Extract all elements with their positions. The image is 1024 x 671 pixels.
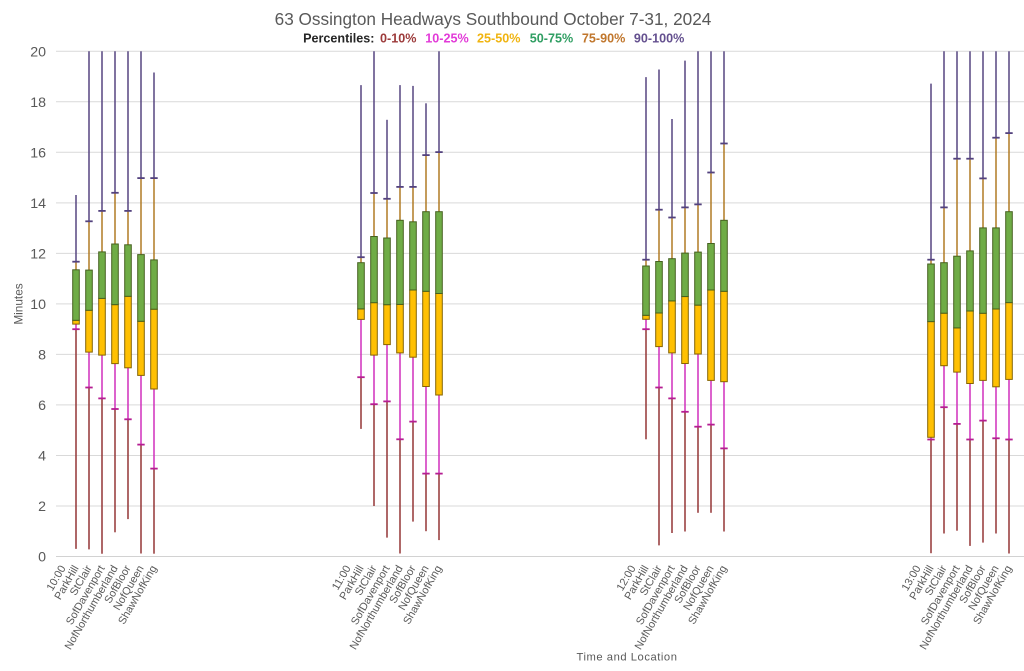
svg-text:Percentiles:: Percentiles:: [303, 32, 374, 46]
svg-text:14: 14: [30, 196, 46, 212]
svg-text:90-100%: 90-100%: [634, 32, 684, 46]
svg-text:10-25%: 10-25%: [425, 32, 468, 46]
svg-text:Minutes: Minutes: [12, 283, 26, 324]
svg-text:0: 0: [38, 550, 46, 566]
svg-text:4: 4: [38, 449, 46, 465]
svg-text:6: 6: [38, 398, 46, 414]
svg-text:Time and Location: Time and Location: [577, 652, 678, 664]
svg-text:25-50%: 25-50%: [477, 32, 520, 46]
svg-text:12: 12: [30, 246, 46, 262]
svg-text:0-10%: 0-10%: [380, 32, 416, 46]
svg-text:18: 18: [30, 95, 46, 111]
svg-text:2: 2: [38, 499, 46, 515]
svg-text:75-90%: 75-90%: [582, 32, 625, 46]
svg-text:63 Ossington Headways Southbou: 63 Ossington Headways Southbound October…: [275, 9, 712, 29]
svg-text:10: 10: [30, 297, 46, 313]
svg-text:50-75%: 50-75%: [530, 32, 573, 46]
svg-text:8: 8: [38, 347, 46, 363]
svg-text:20: 20: [30, 44, 46, 60]
svg-text:16: 16: [30, 145, 46, 161]
